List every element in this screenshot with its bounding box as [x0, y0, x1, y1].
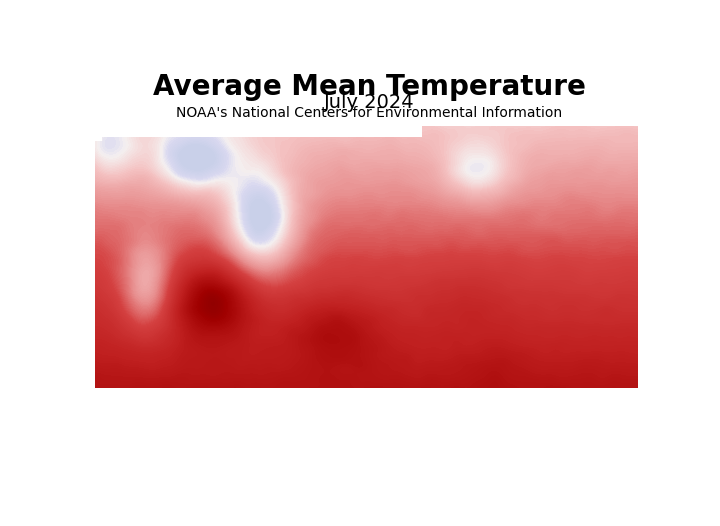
Text: July 2024: July 2024 [324, 93, 414, 112]
Text: Average Mean Temperature: Average Mean Temperature [153, 73, 585, 102]
Text: NOAA's National Centers for Environmental Information: NOAA's National Centers for Environmenta… [176, 106, 562, 120]
